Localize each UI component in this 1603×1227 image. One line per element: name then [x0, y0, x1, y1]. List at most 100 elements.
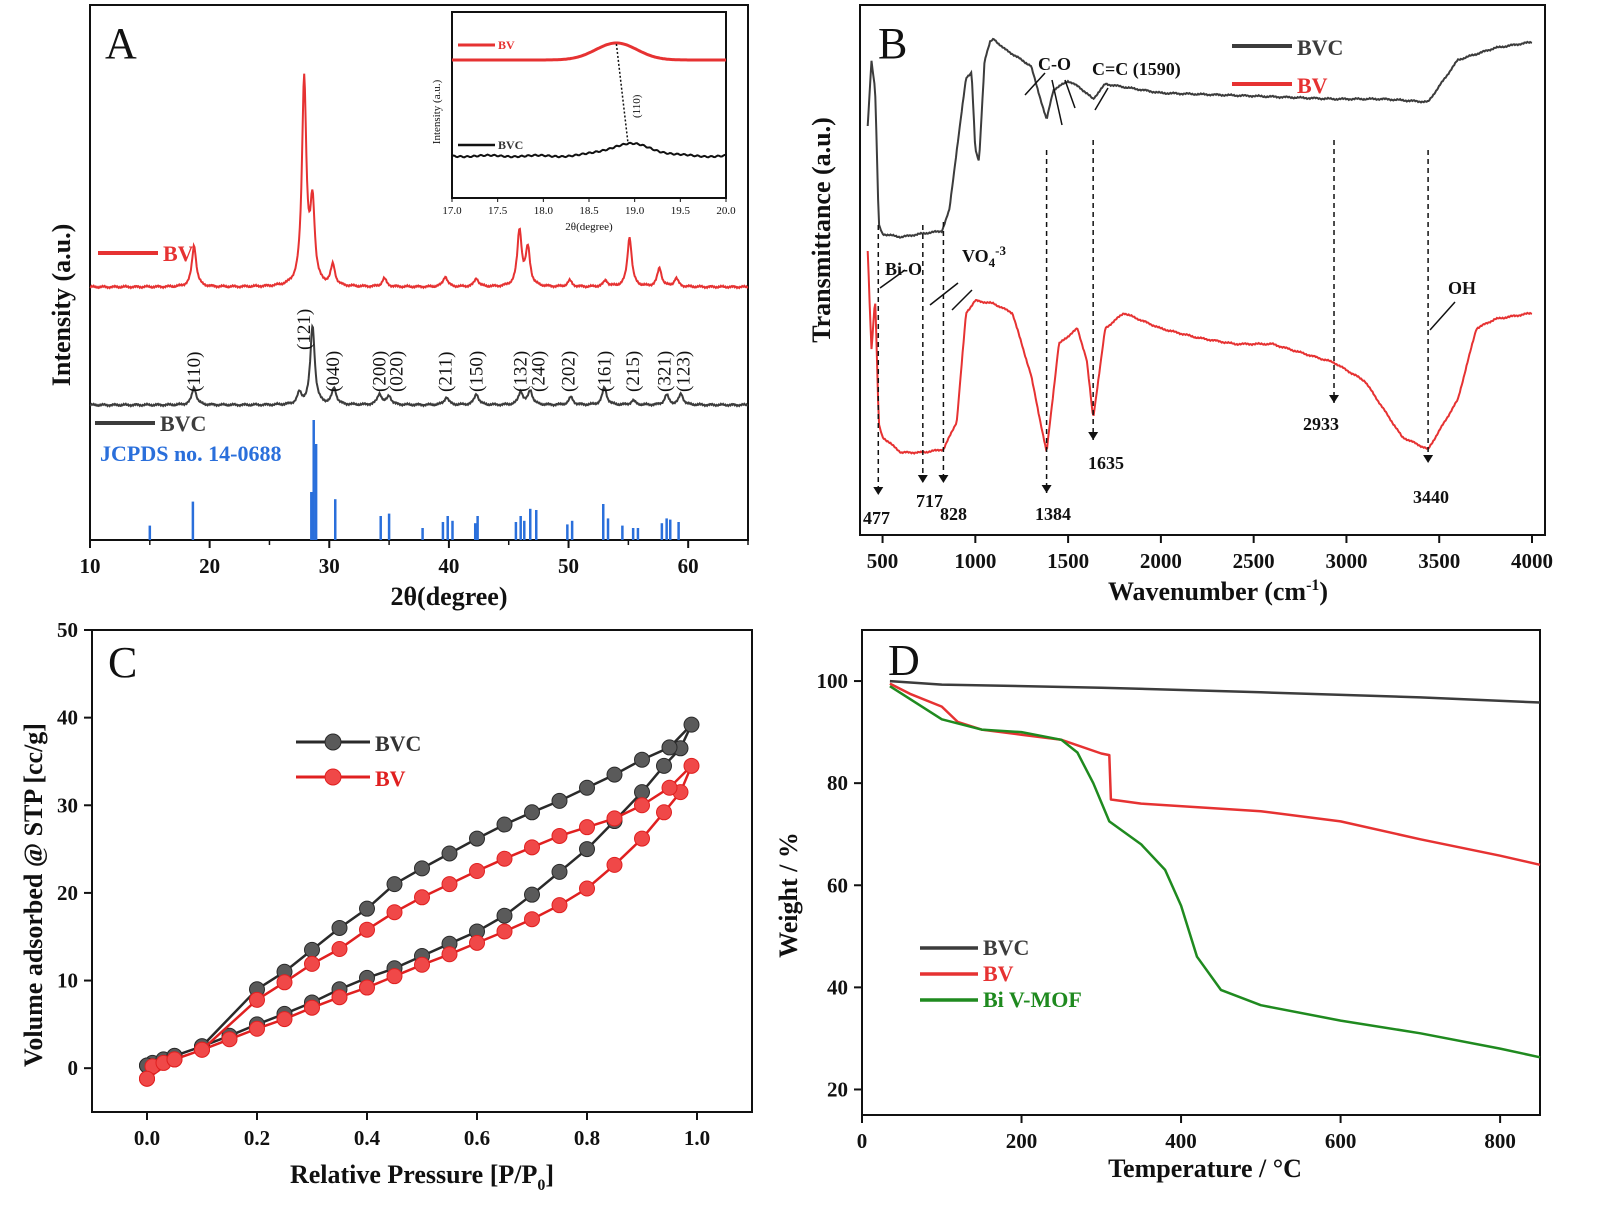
peak-label: (161) — [594, 351, 615, 392]
inset-frame — [451, 11, 727, 199]
inset-x-tick-label: 19.0 — [625, 205, 645, 217]
bv-data-point — [194, 1041, 210, 1058]
inset-x-tick-label: 18.5 — [579, 205, 599, 217]
x-tick-label: 0.0 — [134, 1126, 160, 1150]
legend-label-bvc: BVC — [375, 731, 421, 756]
bvc-data-point — [579, 841, 595, 858]
inset-x-tick-label: 17.5 — [488, 205, 508, 217]
bvc-data-point — [441, 845, 458, 862]
x-tick-label: 800 — [1484, 1129, 1516, 1153]
x-axis-label: Relative Pressure [P/P0] — [290, 1160, 554, 1194]
bv-data-point — [469, 863, 485, 879]
y-tick-label: 100 — [817, 669, 849, 693]
bv-data-point — [414, 956, 430, 973]
panel-c: 0.0 0.2 0.4 0.6 0.8 1.0 0 10 20 30 40 50 Relative Pr… — [19, 618, 753, 1194]
bv-ftir-line — [866, 250, 1533, 455]
bv-data-point — [606, 810, 623, 827]
peak-label: (150) — [466, 351, 487, 392]
bvc-data-point — [606, 766, 623, 783]
inset-y-axis-label: Intensity (a.u.) — [431, 79, 443, 144]
peak-label: (123) — [673, 351, 694, 392]
bvc-data-point — [359, 900, 375, 917]
legend-marker-bv — [324, 768, 342, 786]
bvc-data-point — [634, 751, 650, 768]
y-tick-label: 30 — [57, 793, 78, 817]
bvc-xrd-line — [89, 323, 749, 408]
y-tick-label: 20 — [57, 881, 78, 905]
bv-data-point — [496, 923, 513, 940]
band-marker-arrow — [938, 475, 949, 483]
annotation-arrow — [1051, 79, 1063, 126]
peak-label: (110) — [184, 352, 205, 392]
x-tick-label: 0.6 — [464, 1126, 490, 1150]
bv-data-point — [634, 830, 650, 847]
peak-label: (215) — [623, 351, 644, 392]
bv-data-point — [331, 989, 348, 1006]
x-tick-label: 400 — [1165, 1129, 1197, 1153]
bv-data-point — [221, 1031, 238, 1048]
x-tick-label: 1.0 — [684, 1126, 710, 1150]
x-tick-label: 1500 — [1047, 549, 1089, 573]
y-axis-label: Intensity (a.u.) — [47, 224, 76, 387]
peak-label: (040) — [323, 351, 344, 392]
bvc-ftir-line — [866, 37, 1533, 239]
x-axis-label: Temperature / °C — [1108, 1154, 1302, 1183]
bv-tga-line — [889, 682, 1541, 867]
peak-label: (200) — [370, 351, 391, 392]
y-tick-label: 50 — [57, 618, 78, 642]
bv-data-point — [359, 979, 375, 996]
bvc-data-point — [469, 830, 485, 847]
band-marker-arrow — [1423, 455, 1434, 463]
band-label: 1384 — [1035, 504, 1071, 524]
bv-xrd-line — [89, 73, 749, 290]
legend-label-bvc: BVC — [983, 935, 1029, 960]
band-label: 1635 — [1088, 453, 1124, 473]
annotation-c-c: C=C (1590) — [1092, 59, 1181, 80]
bvc-data-point — [661, 739, 678, 756]
bv-data-point — [359, 921, 375, 938]
bvc-data-point — [496, 816, 513, 833]
inset-x-tick-label: 18.0 — [534, 205, 554, 217]
legend-label-bv: BV — [163, 241, 194, 266]
peak-label: (240) — [529, 351, 550, 392]
x-tick-label: 0.8 — [574, 1126, 600, 1150]
bv-data-point — [139, 1070, 155, 1087]
panel-d: 0 200 400 600 800 20 40 60 80 100 Temperature / °C… — [774, 629, 1541, 1183]
band-label: 717 — [916, 491, 943, 511]
x-tick-label: 40 — [438, 554, 459, 578]
y-tick-label: 40 — [57, 706, 78, 730]
annotation-arrow — [1064, 79, 1076, 109]
bvc-data-point — [551, 792, 568, 809]
x-tick-label: 600 — [1325, 1129, 1357, 1153]
bv-data-point — [551, 827, 568, 844]
x-tick-label: 30 — [319, 554, 340, 578]
inset-shift-line — [615, 43, 629, 145]
mof-tga-line — [889, 685, 1541, 1059]
bv-data-point — [551, 897, 568, 914]
band-label: 2933 — [1303, 414, 1339, 434]
bv-data-point — [386, 904, 403, 921]
inset-bvc-line — [451, 141, 727, 159]
panel-a: 10 20 30 40 50 60 2θ(degree) Intensity (a.u.) BV… — [47, 4, 749, 611]
bv-data-point — [441, 946, 458, 963]
bv-data-point — [606, 856, 623, 873]
legend-label-reference: JCPDS no. 14-0688 — [100, 441, 282, 466]
peak-label: (020) — [386, 351, 407, 392]
bv-data-point — [579, 880, 595, 897]
band-marker-arrow — [1088, 432, 1099, 440]
legend-label-bv: BV — [1297, 73, 1328, 98]
band-marker-arrow — [917, 475, 928, 483]
bvc-tga-line — [889, 679, 1541, 704]
bv-data-point — [579, 819, 595, 836]
bvc-data-point — [386, 876, 403, 893]
annotation-arrow — [1024, 72, 1046, 96]
band-label: 3440 — [1413, 487, 1449, 507]
plot-frame — [861, 629, 1541, 1116]
x-axis-label: Wavenumber (cm-1) — [1108, 577, 1328, 606]
panel-label-b: B — [878, 19, 907, 68]
bvc-data-point — [656, 757, 672, 774]
annotation-arrow — [951, 289, 973, 311]
legend-label-bvc: BVC — [160, 411, 206, 436]
bv-data-point — [276, 1011, 293, 1028]
bv-data-point — [249, 991, 265, 1008]
